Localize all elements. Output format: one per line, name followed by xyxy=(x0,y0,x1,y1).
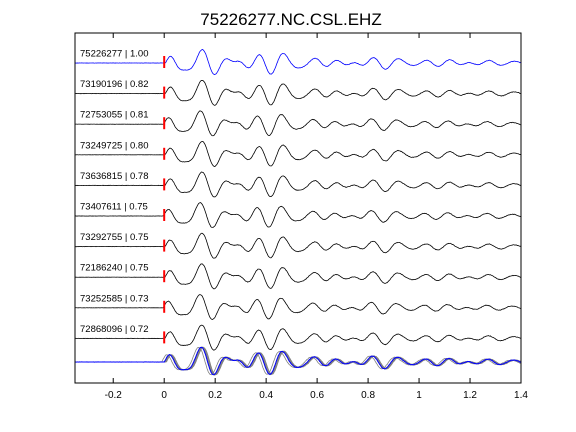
x-tick-label-0: -0.2 xyxy=(105,390,123,401)
x-tick-label-3: 0.4 xyxy=(259,390,273,401)
trace-line-5 xyxy=(75,202,521,228)
trace-label-7: 72186240 | 0.75 xyxy=(80,263,149,274)
x-tick-label-8: 1.4 xyxy=(514,390,528,401)
trace-labels-layer: 75226277 | 1.00 73190196 | 0.82 72753055 |… xyxy=(80,49,149,335)
trace-label-6: 73292755 | 0.75 xyxy=(80,232,149,243)
x-axis: -0.2 0 0.2 0.4 0.6 0.8 1 1.2 1.4 xyxy=(105,33,528,401)
trace-line-4 xyxy=(75,171,521,198)
x-tick-label-1: 0 xyxy=(161,390,167,401)
trace-line-9 xyxy=(75,324,521,351)
trace-line-3 xyxy=(75,140,521,167)
trace-label-0: 75226277 | 1.00 xyxy=(80,49,149,60)
chart-title: 75226277.NC.CSL.EHZ xyxy=(200,10,381,29)
stack-reference-line xyxy=(75,346,521,376)
trace-label-8: 73252585 | 0.73 xyxy=(80,293,149,304)
axes-frame xyxy=(74,32,522,384)
traces-layer xyxy=(75,49,521,351)
trace-line-7 xyxy=(75,263,521,290)
trace-line-0 xyxy=(75,49,521,76)
x-tick-label-6: 1 xyxy=(416,390,422,401)
x-tick-label-5: 0.8 xyxy=(361,390,375,401)
x-tick-label-4: 0.6 xyxy=(310,390,324,401)
trace-label-3: 73249725 | 0.80 xyxy=(80,140,149,151)
stacked-overlay-layer xyxy=(75,346,521,376)
x-tick-label-2: 0.2 xyxy=(208,390,222,401)
trace-line-6 xyxy=(75,232,521,259)
trace-label-4: 73636815 | 0.78 xyxy=(80,171,149,182)
trace-label-9: 72868096 | 0.72 xyxy=(80,324,149,335)
trace-line-2 xyxy=(75,110,521,137)
trace-label-2: 72753055 | 0.81 xyxy=(80,110,149,121)
trace-line-8 xyxy=(75,294,521,320)
trace-label-1: 73190196 | 0.82 xyxy=(80,79,149,90)
x-tick-label-7: 1.2 xyxy=(463,390,477,401)
trace-label-5: 73407611 | 0.75 xyxy=(80,202,148,213)
trace-line-1 xyxy=(75,80,521,106)
